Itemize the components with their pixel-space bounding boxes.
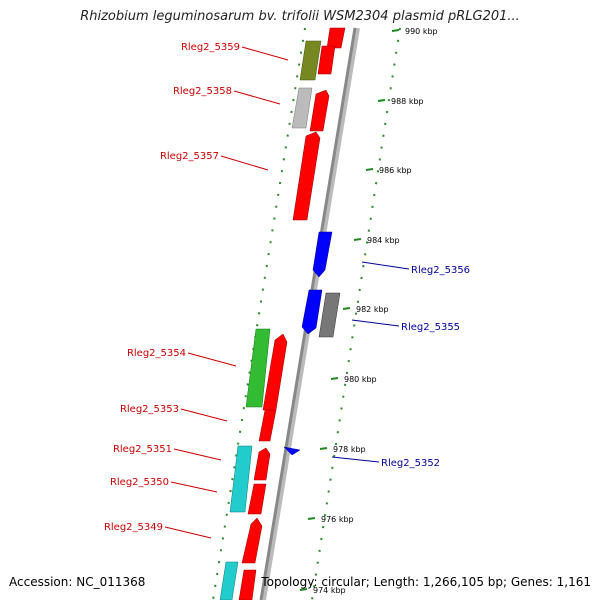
forward-gene-label[interactable]: Rleg2_5359 bbox=[181, 42, 240, 53]
gene-rleg2-5349[interactable] bbox=[241, 517, 263, 564]
label-leader-line bbox=[180, 408, 228, 422]
kbp-tick bbox=[330, 377, 339, 380]
reverse-gene-label[interactable]: Rleg2_5352 bbox=[381, 458, 440, 469]
kbp-tick bbox=[353, 238, 362, 241]
label-leader-line bbox=[170, 481, 218, 493]
forward-genes bbox=[219, 27, 346, 600]
gene-arrow[interactable] bbox=[219, 561, 239, 600]
kbp-tick-label: 980 kbp bbox=[344, 375, 377, 384]
label-leader-line bbox=[164, 526, 212, 539]
gene-rleg2-5354[interactable] bbox=[245, 328, 271, 408]
gene-rleg2-5356[interactable] bbox=[312, 231, 333, 278]
kbp-tick-label: 988 kbp bbox=[391, 97, 424, 106]
label-leader-line bbox=[220, 155, 269, 171]
kbp-tick bbox=[377, 99, 386, 102]
label-leader-line bbox=[351, 319, 400, 327]
kbp-tick-label: 990 kbp bbox=[405, 27, 438, 36]
map-title: Rhizobium leguminosarum bv. trifolii WSM… bbox=[80, 9, 520, 24]
gene-rleg2-5353[interactable] bbox=[258, 409, 277, 442]
kbp-tick bbox=[307, 517, 316, 520]
forward-gene-labels: Rleg2_5359 Rleg2_5358 Rleg2_5357 Rleg2_5354… bbox=[104, 42, 289, 539]
forward-gene-label[interactable]: Rleg2_5354 bbox=[127, 348, 186, 359]
kbp-tick-label: 978 kbp bbox=[333, 445, 366, 454]
accession-text: Accession: NC_011368 bbox=[9, 575, 146, 589]
forward-gene-label[interactable]: Rleg2_5350 bbox=[110, 477, 169, 488]
gene-rleg2-5351[interactable] bbox=[229, 445, 253, 513]
kbp-tick-label: 976 kbp bbox=[321, 515, 354, 524]
gene-arrow[interactable] bbox=[309, 89, 330, 132]
kbp-tick-label: 974 kbp bbox=[313, 586, 346, 595]
reverse-gene-label[interactable]: Rleg2_5355 bbox=[401, 322, 460, 333]
gene-arrow[interactable] bbox=[317, 45, 336, 75]
label-leader-line bbox=[331, 456, 380, 463]
kbp-tick-label: 984 kbp bbox=[367, 236, 400, 245]
gene-rleg2-5359[interactable] bbox=[299, 40, 322, 81]
forward-gene-label[interactable]: Rleg2_5351 bbox=[113, 444, 172, 455]
forward-gene-label[interactable]: Rleg2_5353 bbox=[120, 404, 179, 415]
gene-rleg2-5352[interactable] bbox=[283, 446, 301, 456]
kbp-tick bbox=[299, 588, 308, 591]
gene-arrow[interactable] bbox=[301, 289, 323, 335]
kbp-tick bbox=[391, 29, 400, 32]
gene-rleg2-5350[interactable] bbox=[253, 447, 271, 481]
gene-arrow[interactable] bbox=[262, 333, 288, 411]
gene-rleg2-5358[interactable] bbox=[291, 87, 313, 129]
gene-rleg2-5357[interactable] bbox=[292, 131, 321, 221]
forward-gene-label[interactable]: Rleg2_5349 bbox=[104, 522, 163, 533]
reverse-gene-labels: Rleg2_5356 Rleg2_5355 Rleg2_5352 bbox=[331, 261, 470, 469]
gc-skew-track-outer bbox=[311, 27, 401, 600]
label-leader-line bbox=[187, 352, 237, 367]
kbp-tick bbox=[319, 447, 328, 450]
gc-skew-track-inner bbox=[212, 27, 306, 600]
label-leader-line bbox=[173, 448, 222, 461]
reverse-gene-label[interactable]: Rleg2_5356 bbox=[411, 265, 470, 276]
forward-gene-label[interactable]: Rleg2_5357 bbox=[160, 151, 219, 162]
gene-rleg2-5355[interactable] bbox=[318, 292, 341, 338]
kbp-tick-label: 982 kbp bbox=[356, 305, 389, 314]
label-leader-line bbox=[241, 46, 289, 61]
label-leader-line bbox=[361, 261, 410, 270]
gene-arrow[interactable] bbox=[247, 483, 267, 515]
kbp-tick bbox=[342, 307, 351, 310]
gene-arrow[interactable] bbox=[238, 569, 257, 600]
gene-arrow[interactable] bbox=[326, 27, 346, 49]
forward-gene-label[interactable]: Rleg2_5358 bbox=[173, 86, 232, 97]
kbp-axis: 990 kbp 988 kbp 986 kbp 984 kbp 982 kbp 980 k… bbox=[299, 27, 438, 595]
topology-summary: Topology: circular; Length: 1,266,105 bp… bbox=[261, 575, 591, 589]
kbp-tick bbox=[365, 168, 374, 171]
label-leader-line bbox=[233, 90, 281, 105]
reverse-genes bbox=[283, 231, 341, 456]
kbp-tick-label: 986 kbp bbox=[379, 166, 412, 175]
